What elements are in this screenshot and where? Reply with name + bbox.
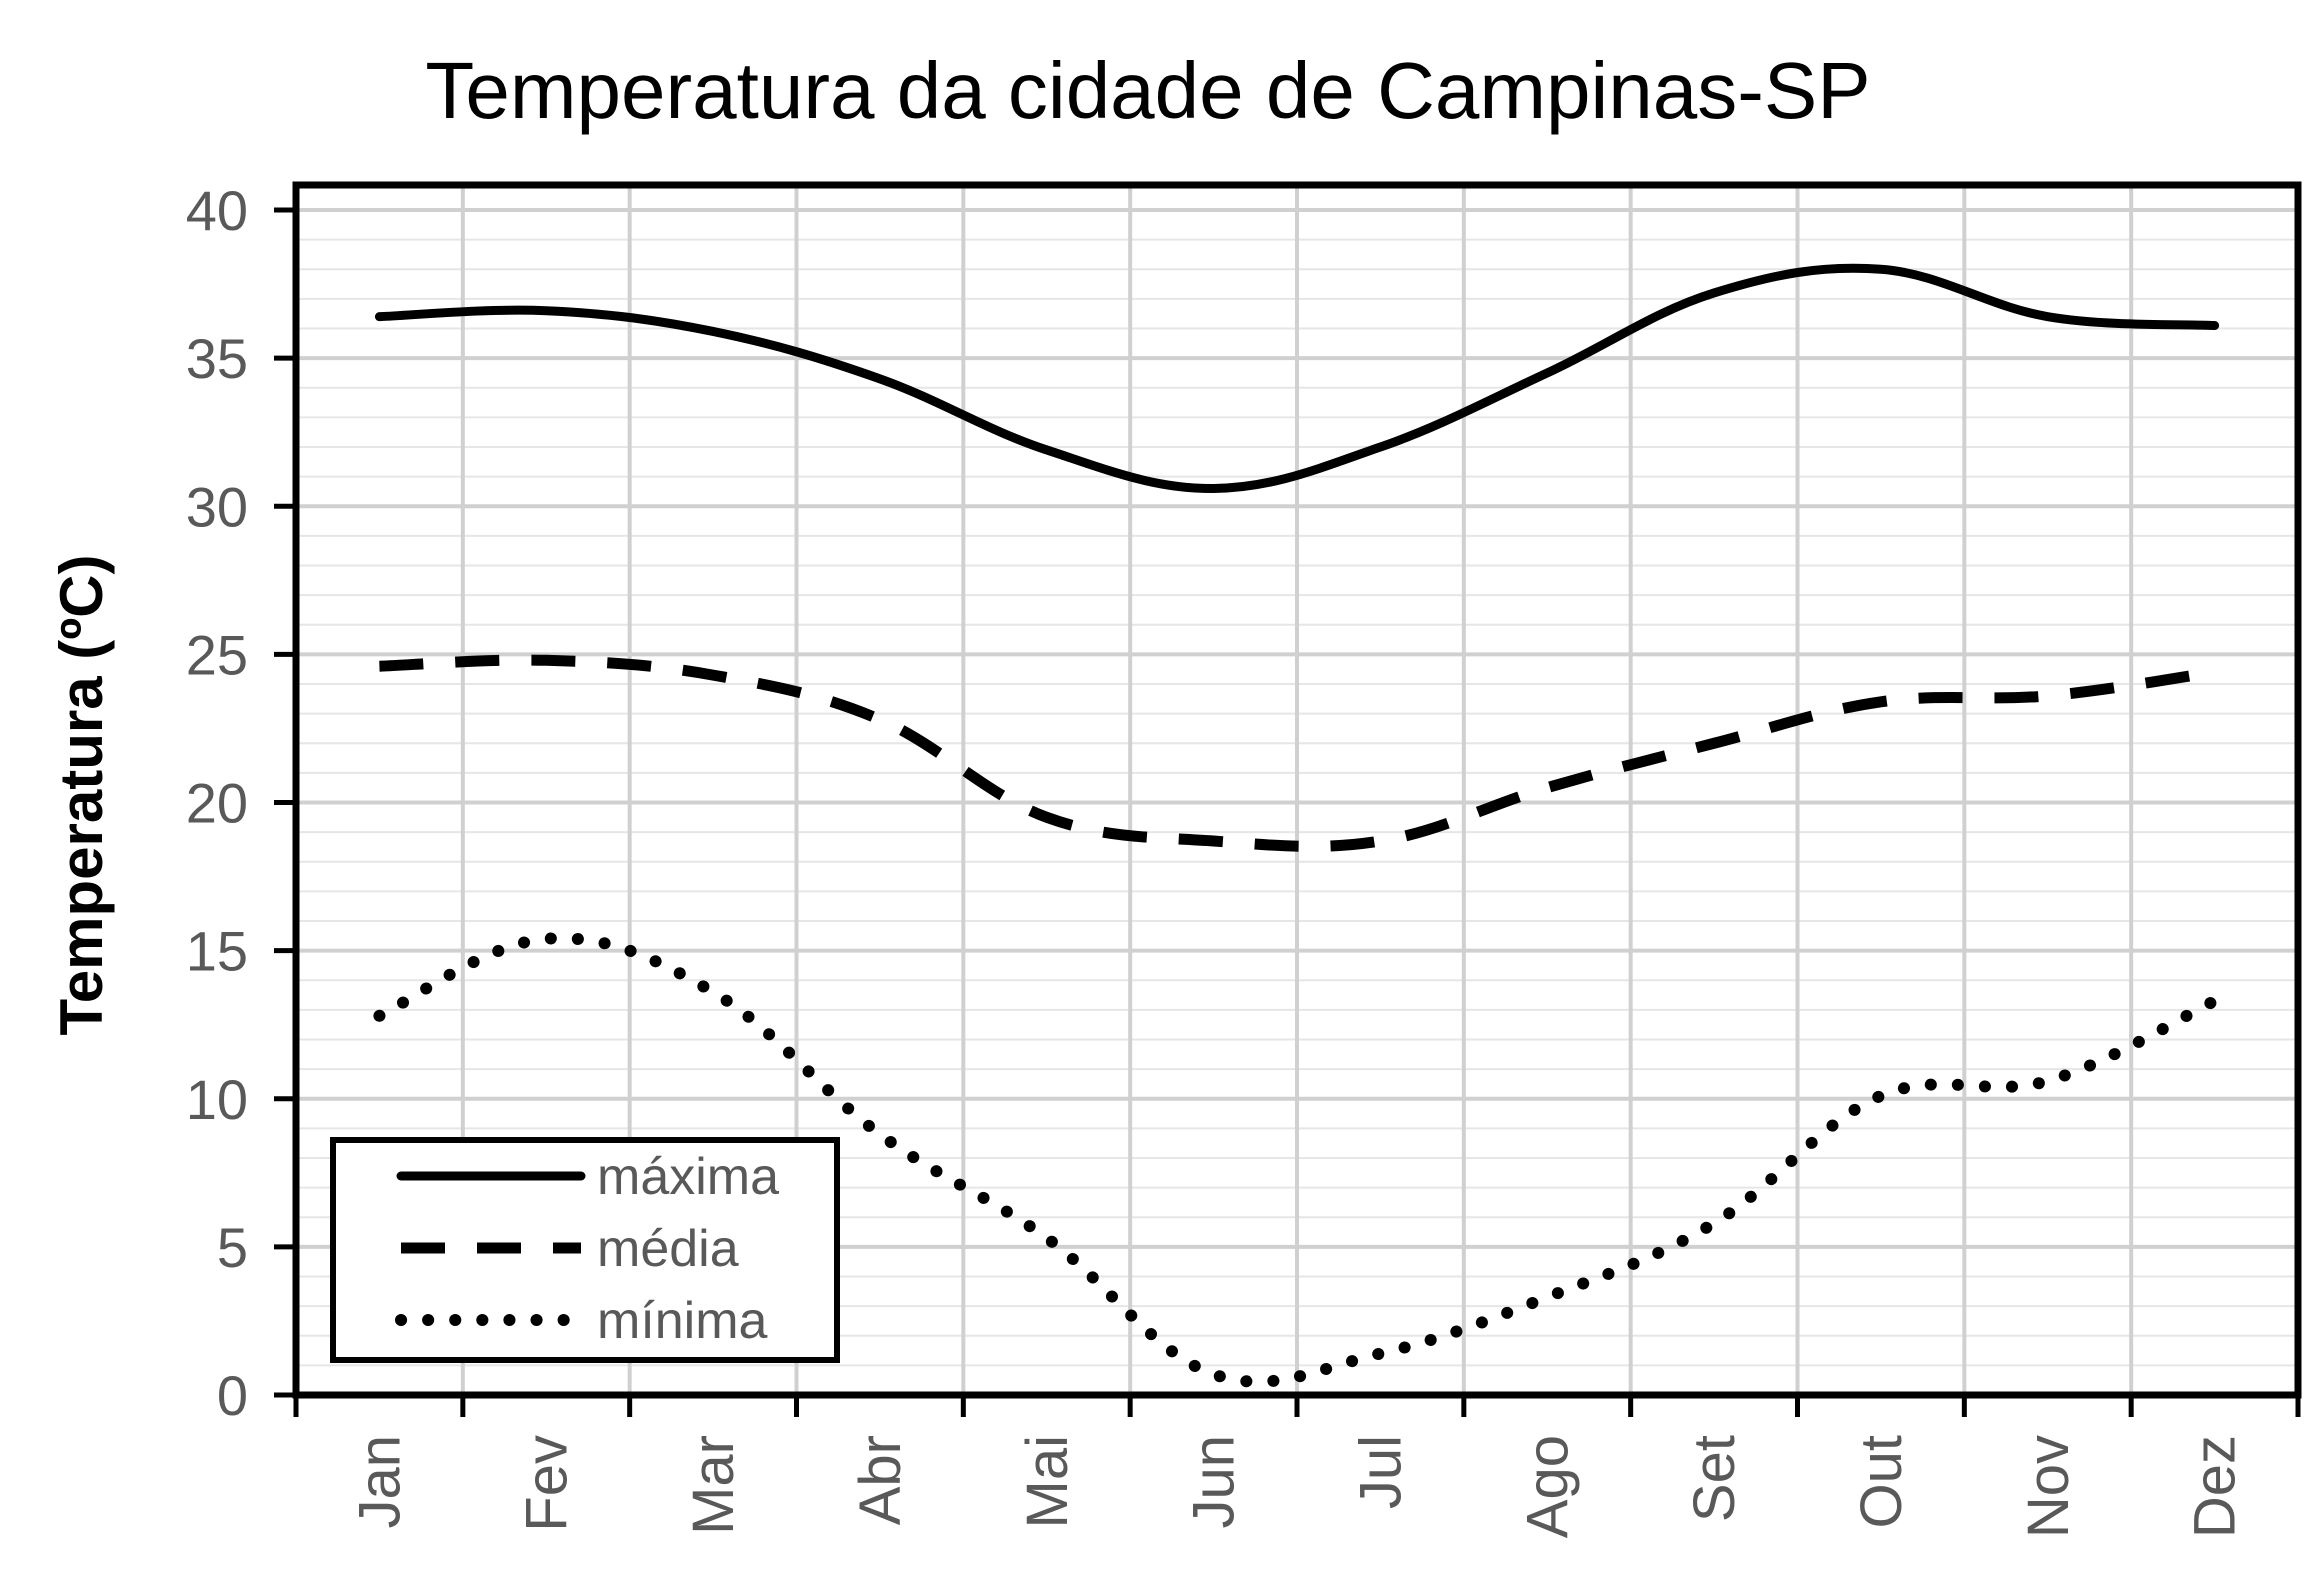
legend-label: máxima [597,1148,779,1206]
x-tick-label: Jun [1182,1435,1247,1529]
x-tick-label: Dez [2183,1435,2248,1538]
series-line-solid [374,263,2220,493]
x-tick-label: Mar [681,1435,746,1535]
series-lines [373,263,2221,1388]
series-line-dashed [379,654,2216,852]
x-tick-label: Fev [514,1435,579,1532]
legend: máxima média mínima [330,1137,840,1363]
x-tick-label: Jul [1348,1435,1413,1509]
x-tick-label: Mai [1015,1435,1080,1528]
y-tick-label: 25 [186,623,248,686]
x-tick-label: Out [1849,1435,1914,1529]
y-tick-label: 40 [186,179,248,242]
y-axis-label: Temperatura (ºC) [48,555,115,1036]
series-line-dotted [373,932,2221,1388]
y-tick-label: 5 [217,1216,248,1279]
legend-label: média [597,1220,739,1278]
x-tick-label: Set [1682,1435,1747,1522]
y-tick-label: 20 [186,772,248,835]
x-tick-label: Jan [347,1435,412,1529]
chart-title: Temperatura da cidade de Campinas-SP [425,46,1870,135]
y-tick-label: 0 [217,1364,248,1427]
y-tick-label: 10 [186,1068,248,1131]
y-tick-label: 15 [186,920,248,983]
y-tick-label: 35 [186,327,248,390]
x-tick-label: Nov [2016,1435,2081,1538]
x-tick-label: Ago [1515,1435,1580,1538]
y-tick-label: 30 [186,475,248,538]
legend-label: mínima [597,1292,768,1350]
axes: 0 5 10 15 20 25 30 35 40 Jan Fev Mar Abr Mai Jun Jul Ago… [186,179,2302,1538]
x-tick-label: Abr [848,1435,913,1525]
